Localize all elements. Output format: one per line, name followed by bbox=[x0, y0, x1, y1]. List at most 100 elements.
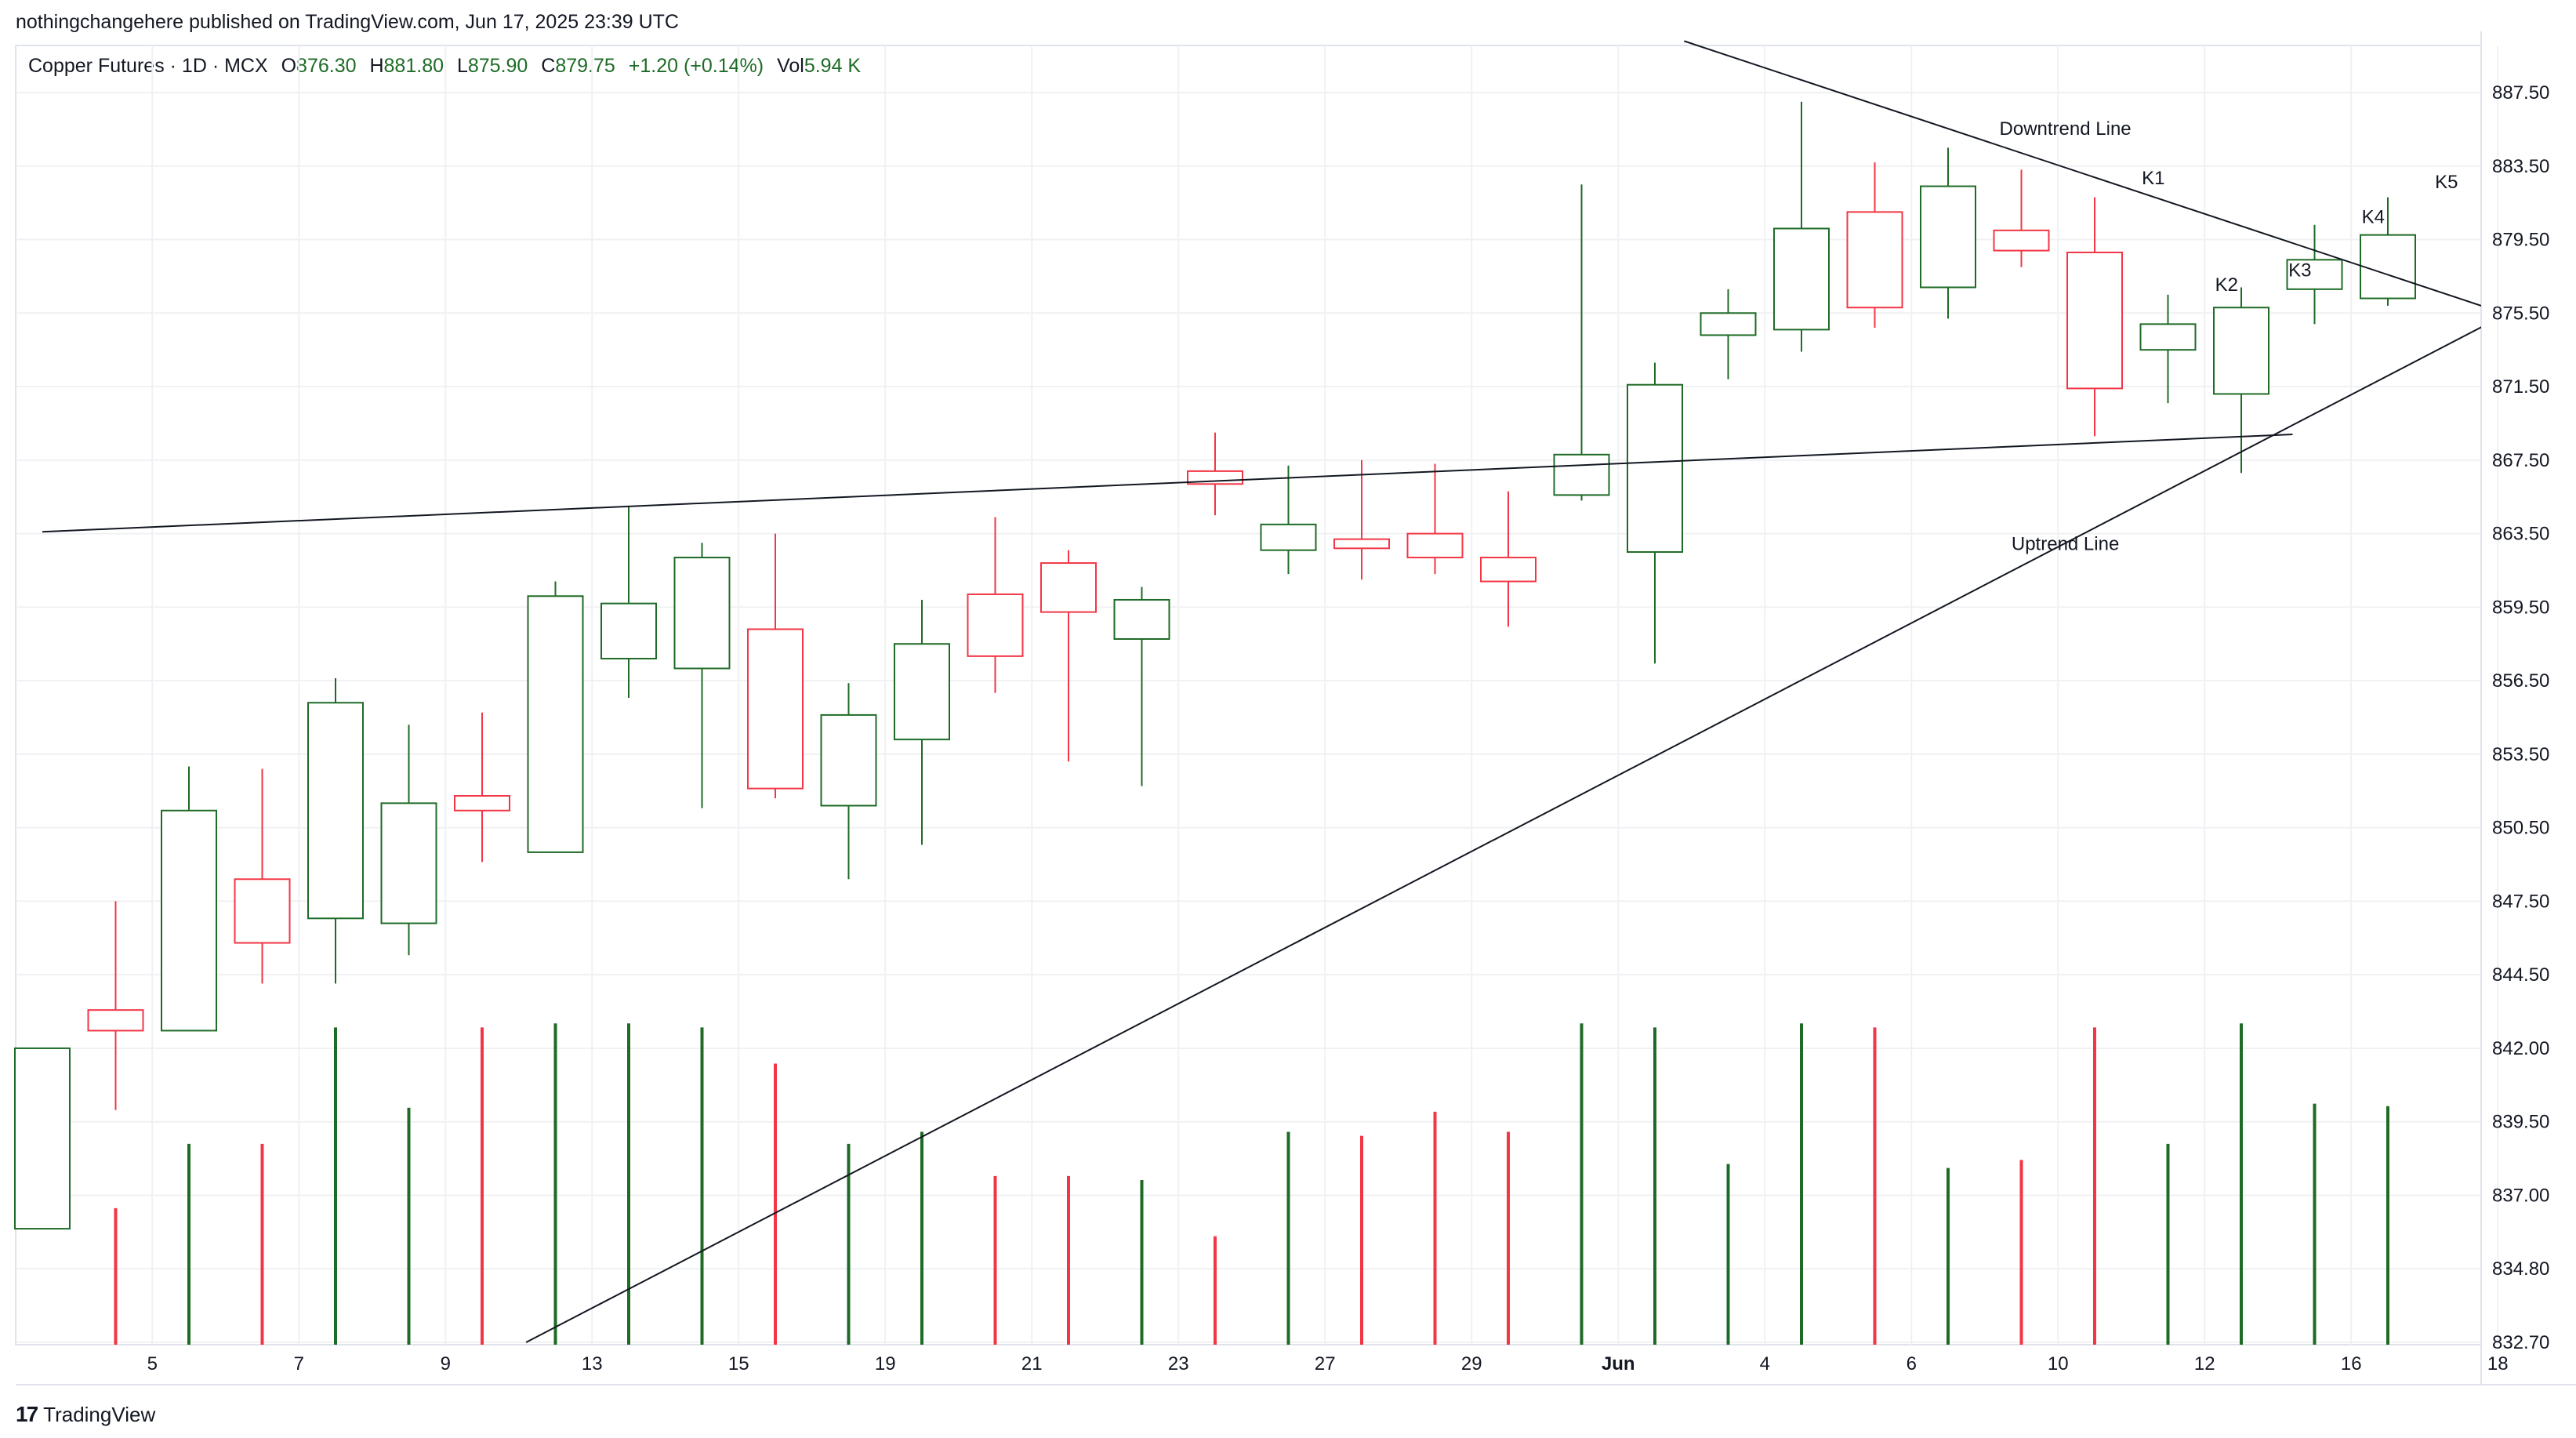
candle-body bbox=[1406, 532, 1464, 559]
high-value: 881.80 bbox=[383, 55, 444, 77]
x-tick-label: 27 bbox=[1315, 1353, 1336, 1374]
candle bbox=[600, 506, 657, 698]
candle bbox=[1700, 289, 1757, 379]
candle-body bbox=[2066, 251, 2123, 390]
candle bbox=[673, 543, 731, 808]
candle-body bbox=[454, 795, 510, 812]
y-tick-label: 883.50 bbox=[2492, 156, 2549, 177]
candle-body bbox=[1040, 562, 1097, 613]
x-tick-label: 18 bbox=[2487, 1353, 2509, 1374]
candle bbox=[1993, 169, 2050, 267]
x-tick-label: 5 bbox=[147, 1353, 158, 1374]
y-tick-label: 875.50 bbox=[2492, 303, 2549, 324]
candle-body bbox=[967, 593, 1024, 657]
y-tick-label: 871.50 bbox=[2492, 376, 2549, 398]
candle bbox=[1333, 459, 1390, 580]
tradingview-logo-icon[interactable]: 17 bbox=[16, 1402, 38, 1426]
volume-value: 5.94 K bbox=[804, 55, 862, 77]
downtrend-line bbox=[1684, 40, 2481, 307]
candle-body bbox=[1700, 312, 1757, 336]
close-label: C bbox=[541, 55, 556, 77]
candle bbox=[1187, 432, 1243, 516]
candle bbox=[1113, 586, 1170, 786]
x-tick-label: 10 bbox=[2048, 1353, 2069, 1374]
x-tick-label: 9 bbox=[441, 1353, 451, 1374]
candle bbox=[2139, 294, 2197, 404]
y-tick-label: 850.50 bbox=[2492, 818, 2549, 839]
label-uptrend: Uptrend Line bbox=[2012, 534, 2119, 555]
x-tick-label: 15 bbox=[728, 1353, 749, 1374]
candle bbox=[820, 683, 877, 880]
candle-body bbox=[894, 643, 950, 741]
candle-body bbox=[673, 557, 731, 670]
candle-body bbox=[1627, 383, 1683, 554]
candle bbox=[2066, 197, 2123, 437]
candle-body bbox=[600, 602, 657, 659]
candle-body bbox=[1260, 523, 1317, 551]
label-k5: K5 bbox=[2435, 172, 2458, 193]
candle-body bbox=[380, 802, 437, 924]
publisher-line: nothingchangehere published on TradingVi… bbox=[16, 11, 679, 33]
candle-body bbox=[2286, 259, 2343, 290]
y-tick-label: 832.70 bbox=[2492, 1332, 2549, 1353]
x-tick-label: 6 bbox=[1907, 1353, 1917, 1374]
x-tick-label: 29 bbox=[1461, 1353, 1482, 1374]
grid-lines bbox=[15, 31, 2576, 1385]
candle bbox=[14, 1047, 71, 1230]
candle bbox=[1627, 362, 1683, 664]
candle-body bbox=[1993, 229, 2050, 252]
candle bbox=[1040, 550, 1097, 762]
x-tick-label: 13 bbox=[582, 1353, 603, 1374]
y-tick-label: 837.00 bbox=[2492, 1185, 2549, 1206]
candle-body bbox=[14, 1047, 71, 1230]
close-value: 879.75 bbox=[555, 55, 615, 77]
label-downtrend: Downtrend Line bbox=[2000, 118, 2132, 140]
y-tick-label: 867.50 bbox=[2492, 450, 2549, 471]
candle bbox=[234, 768, 291, 984]
candle-body bbox=[1113, 598, 1170, 640]
candle-body bbox=[1480, 557, 1537, 583]
candle-body bbox=[747, 628, 804, 790]
open-value: 876.30 bbox=[296, 55, 357, 77]
candle bbox=[454, 712, 510, 862]
candle bbox=[161, 766, 217, 1032]
x-tick-label: Jun bbox=[1602, 1353, 1635, 1374]
y-tick-label: 879.50 bbox=[2492, 230, 2549, 251]
candle bbox=[307, 677, 364, 984]
chart-legend: Copper Futures · 1D · MCX O876.30 H881.8… bbox=[28, 55, 861, 78]
candle bbox=[1480, 491, 1537, 627]
candle-body bbox=[307, 702, 364, 920]
candle-body bbox=[1920, 185, 1976, 289]
trend-lines bbox=[42, 40, 2481, 1343]
x-tick-label: 4 bbox=[1760, 1353, 1770, 1374]
drawings: Downtrend Line Uptrend Line K1 K2 K3 K4 K5 bbox=[42, 40, 2481, 1343]
label-k3: K3 bbox=[2288, 260, 2311, 281]
candle bbox=[1260, 465, 1317, 575]
label-k4: K4 bbox=[2362, 206, 2385, 227]
candle-body bbox=[1333, 538, 1390, 550]
y-tick-label: 863.50 bbox=[2492, 524, 2549, 545]
y-tick-label: 887.50 bbox=[2492, 82, 2549, 103]
y-tick-label: 839.50 bbox=[2492, 1112, 2549, 1133]
candle-body bbox=[161, 809, 217, 1032]
x-tick-label: 23 bbox=[1168, 1353, 1189, 1374]
x-tick-label: 16 bbox=[2341, 1353, 2362, 1374]
candle bbox=[2286, 224, 2343, 325]
candle bbox=[87, 901, 144, 1110]
low-label: L bbox=[456, 55, 468, 77]
plot-frame bbox=[15, 45, 2482, 1345]
footer: 17 TradingView bbox=[16, 1402, 155, 1427]
y-tick-label: 853.50 bbox=[2492, 744, 2549, 765]
candle bbox=[1406, 463, 1464, 575]
y-tick-label: 859.50 bbox=[2492, 597, 2549, 618]
symbol-name[interactable]: Copper Futures · 1D · MCX bbox=[28, 55, 268, 77]
label-k1: K1 bbox=[2142, 168, 2164, 189]
candle bbox=[380, 724, 437, 956]
brand-name: TradingView bbox=[43, 1402, 156, 1426]
y-tick-label: 856.50 bbox=[2492, 670, 2549, 692]
x-tick-label: 7 bbox=[294, 1353, 304, 1374]
volume-bars bbox=[114, 1023, 2389, 1345]
candle bbox=[1846, 162, 1903, 329]
axes: 887.50 883.50 879.50 875.50 871.50 867.50 863.… bbox=[147, 82, 2550, 1374]
